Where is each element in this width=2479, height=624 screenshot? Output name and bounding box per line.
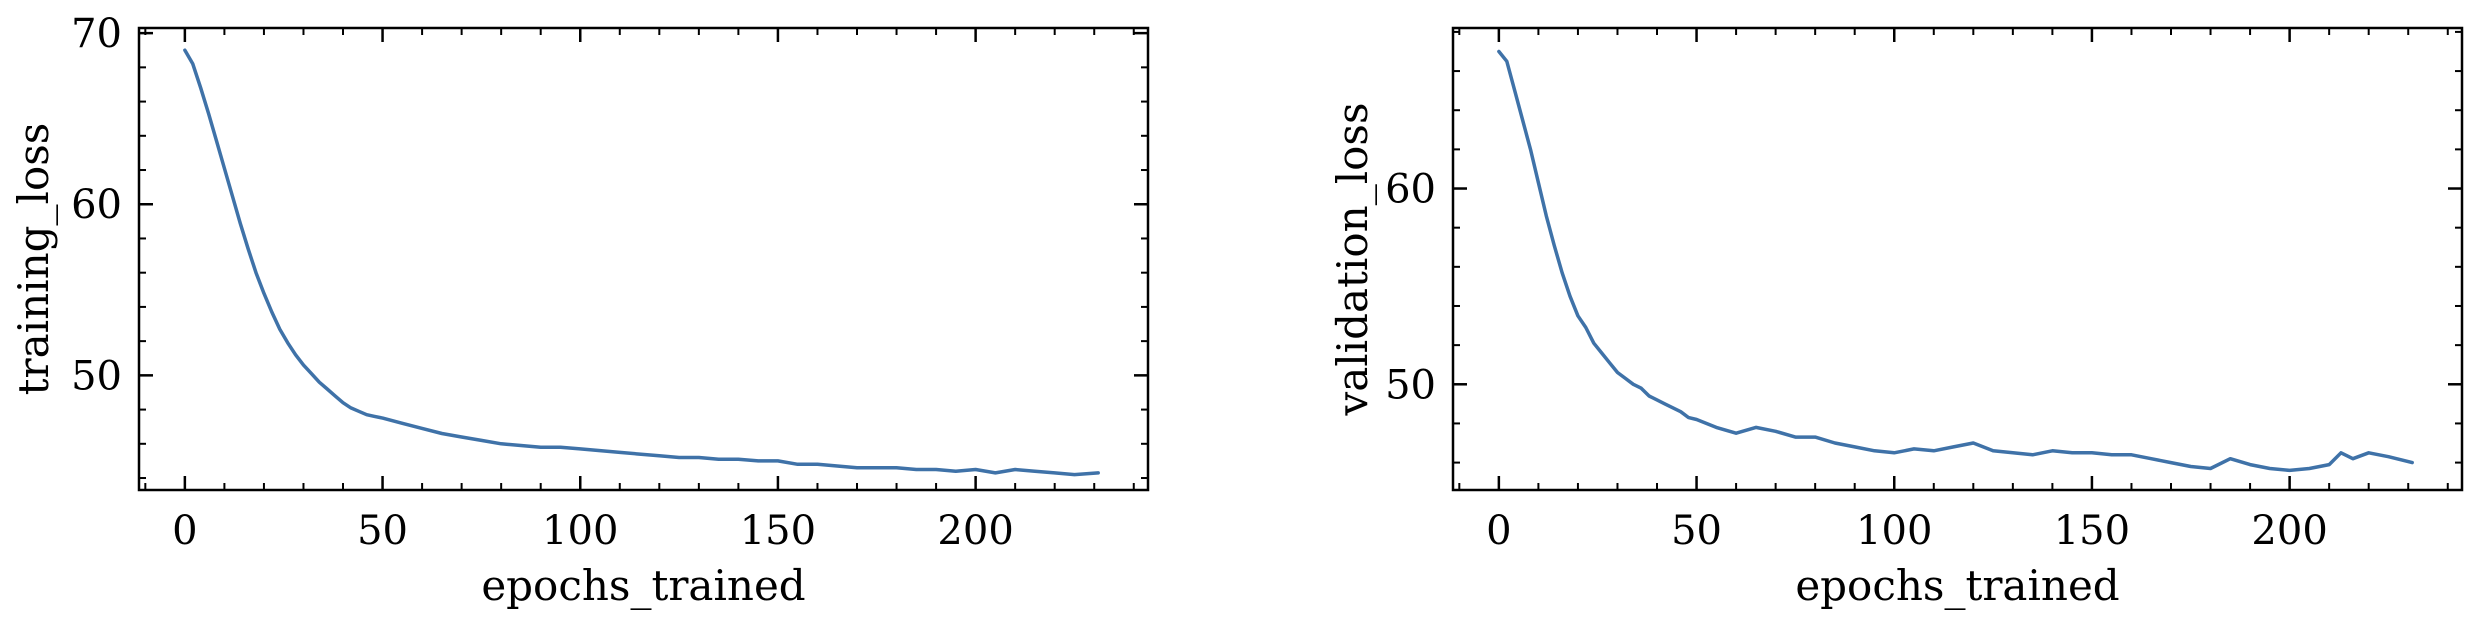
series-line [183,48,1100,477]
x-axis-label: epochs_trained [481,561,805,610]
y-tick-label: 50 [1385,362,1436,408]
axes-frame [1451,26,2464,492]
y-tick-label: 50 [71,353,122,399]
x-tick-label: 0 [172,508,197,554]
axes-frame [137,26,1150,492]
y-axis-label: validation_loss [1328,102,1377,416]
validation-loss-chart: 0 50 100 150 200 50 60 epochs_trained validation… [1328,26,2464,610]
x-tick-label: 100 [1856,508,1932,554]
x-tick-label: 100 [542,508,618,554]
y-tick-label: 60 [71,182,122,228]
training-loss-chart: 0 50 100 150 200 50 60 70 epochs_trained training… [9,11,1150,610]
x-tick-label: 150 [740,508,816,554]
x-axis-label: epochs_trained [1795,561,2119,610]
x-tick-label: 200 [2251,508,2327,554]
y-tick-label: 60 [1385,167,1436,213]
x-tick-label: 200 [937,508,1013,554]
x-tick-label: 50 [1671,508,1722,554]
x-tick-label: 150 [2054,508,2130,554]
y-axis-label: training_loss [9,123,58,396]
x-tick-label: 0 [1486,508,1511,554]
y-tick-label: 70 [71,11,122,57]
x-tick-label: 50 [357,508,408,554]
series-line [1497,49,2414,473]
